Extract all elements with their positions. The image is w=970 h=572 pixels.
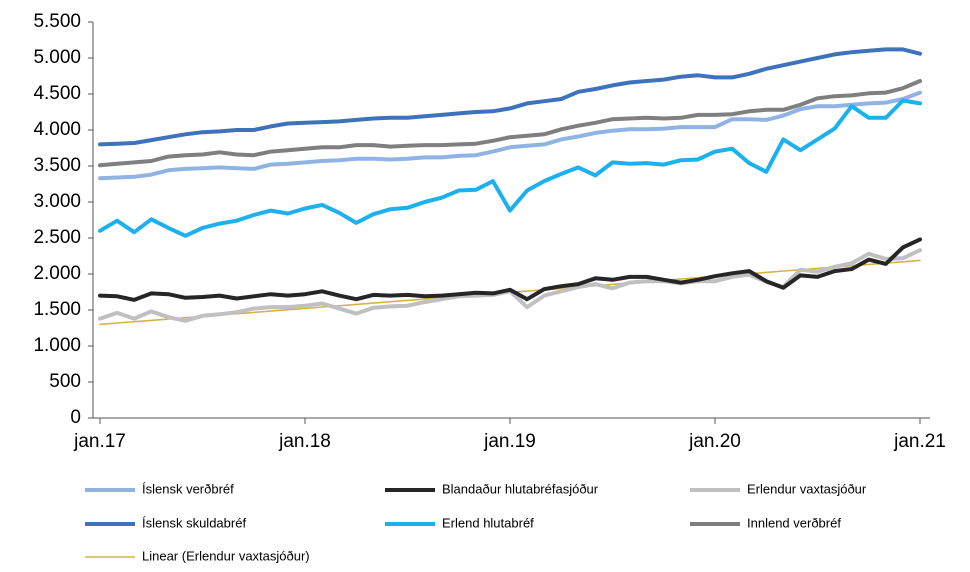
x-tick-label: jan.18 bbox=[278, 431, 331, 452]
x-tick-label: jan.21 bbox=[893, 431, 946, 452]
series-line bbox=[98, 237, 922, 302]
series-line bbox=[98, 79, 922, 168]
legend-label: Íslensk skuldabréf bbox=[142, 515, 246, 530]
y-tick-label: 2.500 bbox=[33, 227, 81, 248]
y-tick-label: 3.000 bbox=[33, 191, 81, 212]
y-tick-label: 1.000 bbox=[33, 335, 81, 356]
y-tick-label: 2.000 bbox=[33, 263, 81, 284]
x-tick-label: jan.20 bbox=[688, 431, 741, 452]
legend-label: Erlendur vaxtasjóður bbox=[747, 481, 867, 496]
y-tick-label: 5.500 bbox=[33, 11, 81, 32]
series-line bbox=[98, 47, 922, 147]
y-tick-label: 1.500 bbox=[33, 299, 81, 320]
x-tick-label: jan.19 bbox=[483, 431, 536, 452]
x-tick-label: jan.17 bbox=[73, 431, 126, 452]
legend-label: Innlend verðbréf bbox=[747, 515, 841, 530]
legend-label: Blandaður hlutabréfasjóður bbox=[442, 481, 599, 496]
legend-label: Íslensk verðbréf bbox=[142, 481, 234, 496]
y-tick-label: 500 bbox=[49, 371, 81, 392]
y-tick-label: 4.500 bbox=[33, 83, 81, 104]
y-tick-label: 5.000 bbox=[33, 47, 81, 68]
legend-label: Erlend hlutabréf bbox=[442, 515, 534, 530]
y-tick-label: 4.000 bbox=[33, 119, 81, 140]
series-line bbox=[98, 98, 922, 238]
legend-label: Linear (Erlendur vaxtasjóður) bbox=[142, 548, 310, 563]
y-tick-label: 3.500 bbox=[33, 155, 81, 176]
series-line bbox=[98, 248, 922, 323]
series-line bbox=[98, 90, 922, 181]
y-tick-label: 0 bbox=[70, 407, 81, 428]
